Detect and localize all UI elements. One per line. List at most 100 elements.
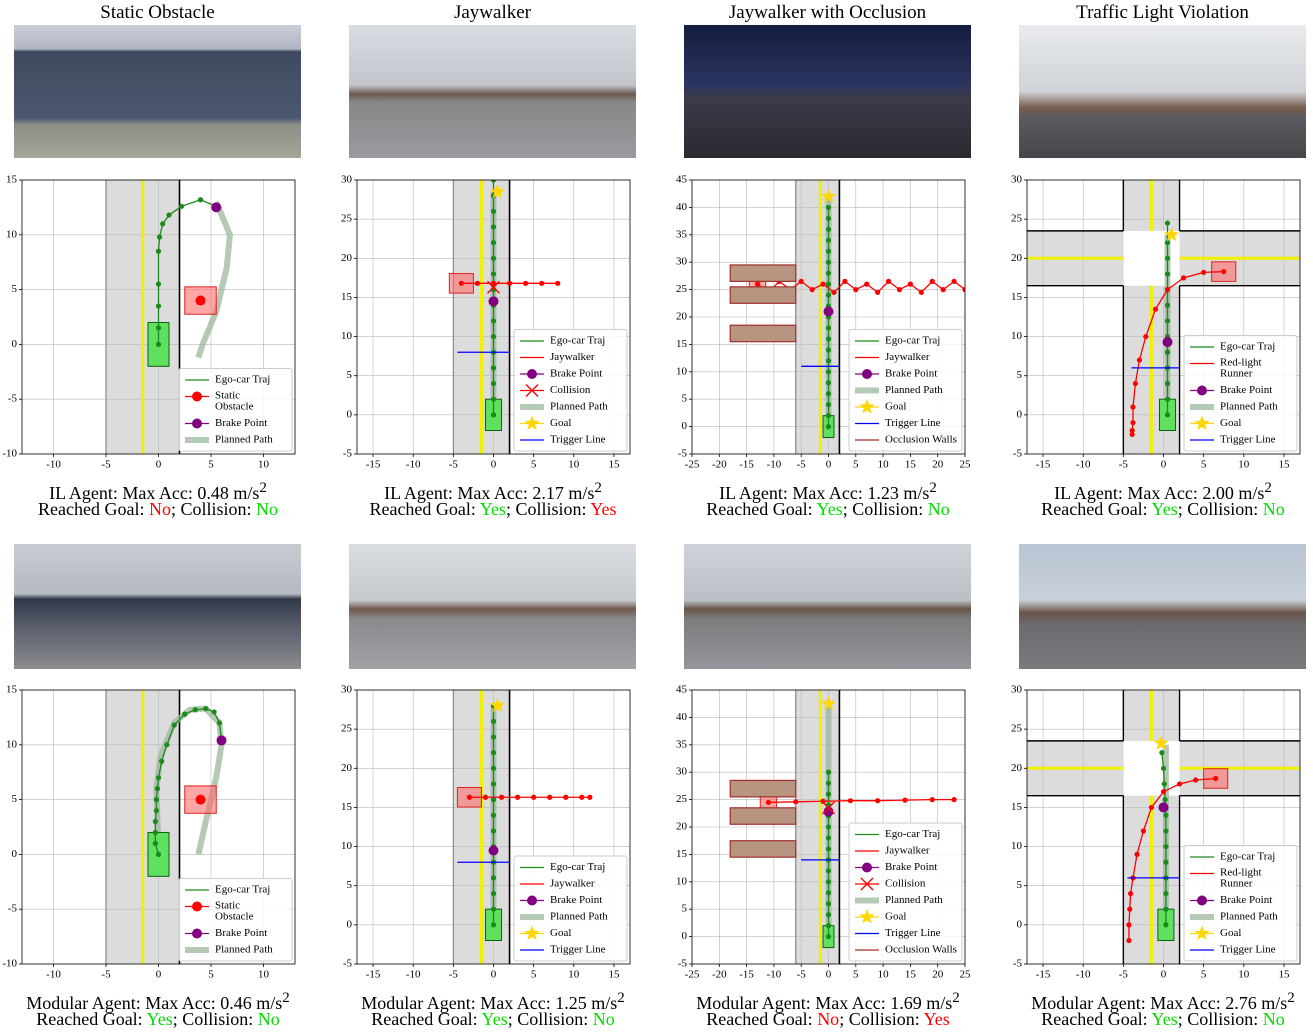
- legend-label: Goal: [550, 927, 571, 939]
- series-marker: [902, 798, 907, 803]
- series-marker: [156, 852, 161, 857]
- x-tick-label: -25: [685, 969, 700, 981]
- x-tick-label: 10: [568, 459, 580, 471]
- legend-marker: [192, 902, 202, 912]
- y-tick-label: 20: [341, 762, 353, 774]
- y-tick-label: 15: [1011, 801, 1023, 813]
- x-tick-label: 5: [531, 459, 537, 471]
- collision-label: Collision:: [180, 499, 251, 519]
- y-tick-label: 15: [341, 801, 353, 813]
- series-marker: [1126, 922, 1131, 927]
- series-marker: [826, 901, 831, 906]
- series-marker: [154, 797, 159, 802]
- legend-label: Brake Point: [550, 894, 602, 906]
- series-marker: [1163, 891, 1168, 896]
- x-tick-label: 15: [1278, 459, 1290, 471]
- series-marker: [826, 216, 831, 221]
- y-tick-label: 10: [1011, 840, 1023, 852]
- legend-label: Goal: [1220, 417, 1241, 429]
- collision-value: No: [258, 1009, 280, 1029]
- series-marker: [1130, 404, 1135, 409]
- series-marker: [217, 735, 227, 745]
- series-marker: [491, 922, 496, 927]
- collision-label: Collision:: [1187, 499, 1258, 519]
- series-marker: [919, 290, 924, 295]
- y-tick-label: 30: [1011, 684, 1023, 696]
- series-marker: [941, 287, 946, 292]
- legend-label: Planned Path: [215, 944, 273, 956]
- series-marker: [1159, 802, 1169, 812]
- series-marker: [489, 845, 499, 855]
- series-marker: [156, 342, 161, 347]
- series-marker: [886, 279, 891, 284]
- series-marker: [826, 205, 831, 210]
- legend: Ego-car TrajJaywalkerBrake PointPlanned …: [514, 856, 627, 961]
- series-marker: [826, 271, 831, 276]
- series-marker: [930, 279, 935, 284]
- legend-label: Brake Point: [1220, 894, 1272, 906]
- series-marker: [826, 424, 831, 429]
- y-tick-label: 5: [1017, 879, 1023, 891]
- goal-value: Yes: [147, 1009, 173, 1029]
- series-marker: [1213, 776, 1218, 781]
- y-tick-label: 25: [676, 793, 688, 805]
- x-tick-label: 5: [853, 459, 859, 471]
- series-marker: [491, 412, 496, 417]
- figure: {"column_titles": ["Static Obstacle", "J…: [0, 0, 1313, 1034]
- series-marker: [826, 781, 831, 786]
- separator: ;: [171, 499, 176, 519]
- series-marker: [848, 798, 853, 803]
- series-marker: [1159, 750, 1164, 755]
- x-tick-label: 5: [531, 969, 537, 981]
- scene-photo: [14, 25, 301, 158]
- series-marker: [587, 795, 592, 800]
- series-marker: [1165, 412, 1170, 417]
- series-marker: [159, 759, 164, 764]
- legend-marker: [527, 369, 537, 379]
- series-marker: [164, 742, 169, 747]
- column-title: Jaywalker with Occlusion: [684, 2, 971, 24]
- y-tick-label: 10: [341, 330, 353, 342]
- legend-label: Planned Path: [885, 894, 943, 906]
- acc-unit-power: 2: [594, 480, 602, 496]
- series-marker: [1165, 381, 1170, 386]
- legend-label: Brake Point: [1220, 384, 1272, 396]
- series-marker: [507, 281, 512, 286]
- series-marker: [1165, 256, 1170, 261]
- series-marker: [826, 846, 831, 851]
- x-tick-label: 10: [258, 459, 270, 471]
- goal-value: No: [817, 1009, 839, 1029]
- y-tick-label: 5: [1017, 369, 1023, 381]
- series-marker: [730, 841, 796, 857]
- x-tick-label: -10: [1076, 459, 1091, 471]
- y-tick-label: 0: [12, 338, 18, 350]
- acc-unit-power: 2: [259, 480, 267, 496]
- series-marker: [1161, 766, 1166, 771]
- series-marker: [1193, 777, 1198, 782]
- y-tick-label: -5: [678, 958, 688, 970]
- y-tick-label: 25: [676, 283, 688, 295]
- collision-label: Collision:: [517, 1009, 588, 1029]
- legend-label-line: Runner: [1220, 367, 1253, 379]
- collision-label: Collision:: [182, 1009, 253, 1029]
- legend-label: Collision: [550, 384, 591, 396]
- series-marker: [826, 325, 831, 330]
- y-tick-label: 10: [341, 840, 353, 852]
- y-tick-label: 5: [682, 393, 688, 405]
- x-tick-label: -5: [1119, 969, 1129, 981]
- x-tick-label: 0: [1161, 459, 1167, 471]
- series-marker: [198, 197, 203, 202]
- series-marker: [475, 281, 480, 286]
- legend-label: Trigger Line: [550, 944, 606, 956]
- goal-value: Yes: [482, 1009, 508, 1029]
- series-marker: [1162, 781, 1167, 786]
- separator: ;: [839, 1009, 844, 1029]
- x-tick-label: 0: [1161, 969, 1167, 981]
- series-marker: [826, 292, 831, 297]
- x-tick-label: 0: [491, 459, 497, 471]
- legend-label: Jaywalker: [550, 878, 595, 890]
- series-marker: [826, 260, 831, 265]
- y-tick-label: 15: [1011, 291, 1023, 303]
- y-tick-label: 30: [676, 766, 688, 778]
